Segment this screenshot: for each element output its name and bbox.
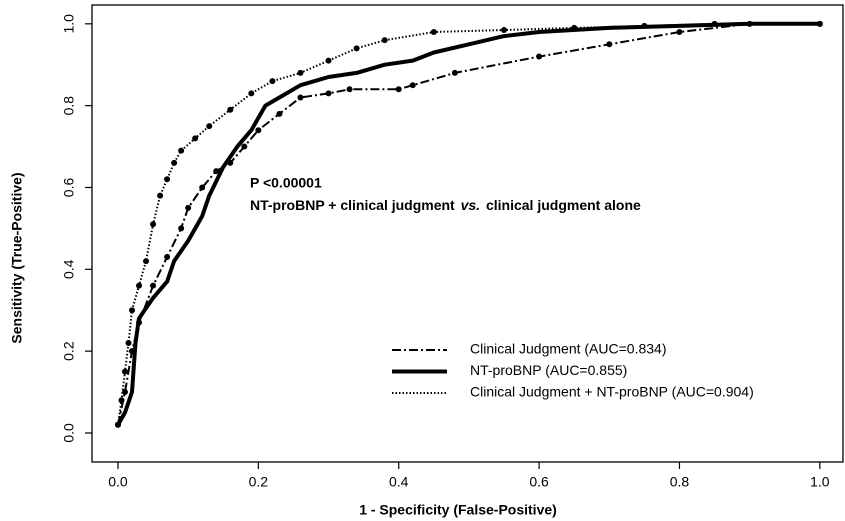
curve-marker: [185, 204, 192, 211]
curve-marker: [816, 20, 823, 27]
x-tick-label: 0.4: [389, 474, 409, 490]
x-tick-label: 0.8: [670, 474, 690, 490]
y-tick-label: 0.8: [61, 96, 77, 116]
curve-marker: [121, 389, 128, 396]
curve-marker: [269, 78, 276, 85]
curve-marker: [325, 57, 332, 64]
y-tick-label: 0.4: [61, 259, 77, 279]
x-tick-label: 0.6: [529, 474, 549, 490]
y-tick-label: 0.6: [61, 178, 77, 198]
curve-marker: [325, 90, 332, 97]
curve-marker: [641, 22, 648, 29]
curve-marker: [213, 168, 220, 175]
curve-marker: [206, 123, 213, 130]
curve-marker: [178, 147, 185, 154]
curve-marker: [536, 53, 543, 60]
curve-marker: [199, 184, 206, 191]
x-tick-label: 0.2: [249, 474, 269, 490]
legend-label: Clinical Judgment (AUC=0.834): [470, 341, 666, 357]
curve-marker: [164, 254, 171, 261]
curve-marker: [395, 86, 402, 93]
curve-marker: [150, 282, 157, 289]
curve-marker: [451, 69, 458, 76]
curve-marker: [276, 110, 283, 117]
roc-curve: [116, 21, 820, 426]
curve-marker: [571, 24, 578, 31]
y-tick-label: 0.0: [61, 423, 77, 443]
curve-marker: [164, 176, 171, 183]
annotation-part: vs.: [461, 197, 480, 213]
curve-marker: [409, 82, 416, 89]
curve-marker: [192, 135, 199, 142]
curve-marker: [171, 159, 178, 166]
roc-curve: [117, 22, 820, 426]
curve-marker: [346, 86, 353, 93]
legend-label: NT-proBNP (AUC=0.855): [470, 362, 627, 378]
curve-marker: [500, 26, 507, 33]
curve-marker: [143, 258, 150, 265]
annotation-part: NT-proBNP + clinical judgment: [250, 197, 455, 213]
curve-marker: [430, 29, 437, 36]
annotation: NT-proBNP + clinical judgment vs. clinic…: [250, 197, 641, 213]
y-tick-label: 0.2: [61, 341, 77, 361]
curve-marker: [381, 37, 388, 44]
curve-marker: [297, 69, 304, 76]
curve-marker: [178, 225, 185, 232]
curve-marker: [129, 307, 136, 314]
curve-marker: [241, 143, 248, 150]
curve-marker: [676, 29, 683, 36]
y-axis-label: Sensitivity (True-Positive): [9, 172, 25, 343]
annotation: P <0.00001: [250, 175, 322, 191]
curve-marker: [136, 282, 143, 289]
y-tick-label: 1.0: [61, 14, 77, 34]
curve-marker: [150, 221, 157, 228]
curve-marker: [248, 90, 255, 97]
annotation-part: clinical judgment alone: [486, 197, 641, 213]
plot-frame: [91, 4, 844, 463]
curve-marker: [157, 192, 164, 199]
curve-marker: [606, 41, 613, 48]
curve-marker: [114, 421, 121, 428]
curve-marker: [297, 94, 304, 101]
roc-curve: [117, 22, 820, 425]
curve-marker: [353, 45, 360, 52]
x-axis-label: 1 - Specificity (False-Positive): [359, 502, 557, 518]
curve-marker: [711, 20, 718, 27]
curve-marker: [125, 339, 132, 346]
legend-label: Clinical Judgment + NT-proBNP (AUC=0.904…: [470, 384, 754, 400]
curve-marker: [255, 127, 262, 134]
curve-marker: [121, 368, 128, 375]
curve-marker: [227, 106, 234, 113]
curve-marker: [118, 397, 125, 404]
x-tick-label: 1.0: [810, 474, 830, 490]
x-tick-label: 0.0: [108, 474, 128, 490]
